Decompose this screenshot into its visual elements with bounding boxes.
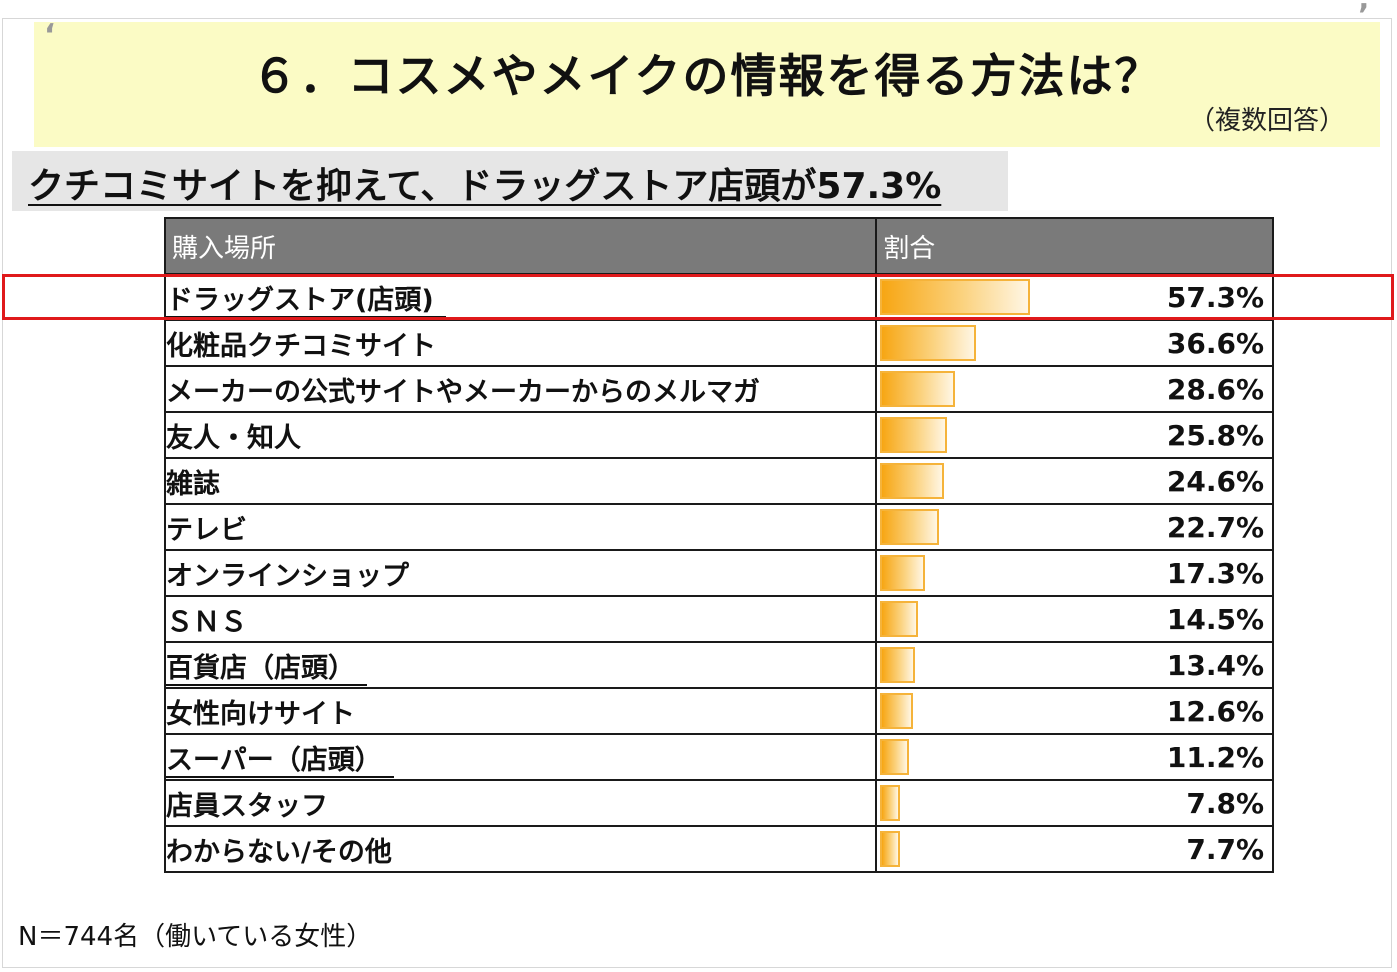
category-label-text: テレビ (166, 514, 247, 546)
table-body: ドラッグストア(店頭) 57.3% 化粧品クチコミサイト 36.6% メーカーの公式サイ… (163, 273, 1274, 873)
category-label-text: ドラッグストア(店頭) (167, 284, 446, 318)
bar (880, 601, 919, 637)
value-label: 24.6% (1166, 464, 1264, 498)
value-cell: 7.8% (875, 779, 1274, 827)
table-row: 店員スタッフ 7.8% (163, 779, 1274, 827)
category-label-text: 雑誌 (166, 468, 220, 500)
value-label: 36.6% (1166, 326, 1264, 360)
value-label: 28.6% (1166, 372, 1264, 406)
category-label: 化粧品クチコミサイト (163, 319, 878, 367)
value-cell: 57.3% (875, 273, 1274, 321)
value-label: 14.5% (1166, 602, 1264, 636)
value-cell: 25.8% (875, 411, 1274, 459)
value-label: 17.3% (1166, 556, 1264, 590)
category-label: ＳＮＳ (163, 595, 878, 643)
value-label: 7.8% (1186, 786, 1264, 820)
value-label: 25.8% (1166, 418, 1264, 452)
table-row: ＳＮＳ 14.5% (163, 595, 1274, 643)
table-row: 友人・知人 25.8% (163, 411, 1274, 459)
slide-frame (2, 18, 1392, 968)
table-row: テレビ 22.7% (163, 503, 1274, 551)
category-label: 雑誌 (163, 457, 878, 505)
table-header-row: 購入場所 割合 (163, 217, 1274, 275)
category-label-text: ＳＮＳ (166, 606, 247, 638)
table-row: オンラインショップ 17.3% (163, 549, 1274, 597)
table-row: 百貨店（店頭） 13.4% (163, 641, 1274, 689)
value-cell: 24.6% (875, 457, 1274, 505)
category-label: オンラインショップ (163, 549, 878, 597)
bar (880, 463, 945, 499)
bar (880, 831, 901, 867)
value-cell: 13.4% (875, 641, 1274, 689)
highlight-box (2, 274, 1394, 320)
value-label: 22.7% (1166, 510, 1264, 544)
column-header-ratio: 割合 (875, 217, 1274, 275)
value-cell: 28.6% (875, 365, 1274, 413)
category-label-text: わからない/その他 (166, 836, 392, 868)
category-label-text: 女性向けサイト (166, 698, 355, 730)
value-cell: 36.6% (875, 319, 1274, 367)
value-label: 57.3% (1166, 280, 1264, 314)
category-label: わからない/その他 (163, 825, 878, 873)
summary-headline: クチコミサイトを抑えて、ドラッグストア店頭が57.3% (28, 166, 942, 207)
category-label-text: オンラインショップ (166, 560, 409, 592)
table-row: わからない/その他 7.7% (163, 825, 1274, 873)
table-row: 女性向けサイト 12.6% (163, 687, 1274, 735)
bar (880, 693, 914, 729)
bar (880, 279, 1031, 315)
category-label-text: メーカーの公式サイトやメーカーからのメルマガ (166, 376, 760, 408)
category-label-text: 百貨店（店頭） (167, 652, 367, 686)
sample-size-note: N＝744名（働いている女性） (18, 922, 373, 952)
bar (880, 647, 916, 683)
bar (880, 325, 977, 361)
bar (880, 785, 901, 821)
category-label: メーカーの公式サイトやメーカーからのメルマガ (163, 365, 878, 413)
table-row: ドラッグストア(店頭) 57.3% (163, 273, 1274, 321)
table-row: メーカーの公式サイトやメーカーからのメルマガ 28.6% (163, 365, 1274, 413)
column-header-place: 購入場所 (163, 217, 878, 275)
value-cell: 11.2% (875, 733, 1274, 781)
table-row: 化粧品クチコミサイト 36.6% (163, 319, 1274, 367)
table-row: 雑誌 24.6% (163, 457, 1274, 505)
category-label: 女性向けサイト (163, 687, 878, 735)
value-cell: 17.3% (875, 549, 1274, 597)
bar (880, 371, 956, 407)
value-label: 12.6% (1166, 694, 1264, 728)
value-label: 7.7% (1186, 832, 1264, 866)
category-label: 店員スタッフ (163, 779, 878, 827)
category-label: スーパー（店頭） (163, 733, 878, 781)
category-label: ドラッグストア(店頭) (163, 273, 878, 321)
category-label-text: 化粧品クチコミサイト (166, 330, 436, 362)
bar (880, 509, 940, 545)
category-label: テレビ (163, 503, 878, 551)
category-label-text: 店員スタッフ (166, 790, 328, 822)
page-title: ６．コスメやメイクの情報を得る方法は？ (251, 49, 1163, 103)
category-label-text: 友人・知人 (166, 422, 301, 454)
category-label-text: スーパー（店頭） (167, 744, 394, 778)
value-cell: 7.7% (875, 825, 1274, 873)
bar (880, 555, 926, 591)
multiple-answer-note: （複数回答） (1188, 106, 1345, 136)
value-label: 13.4% (1166, 648, 1264, 682)
bar (880, 417, 948, 453)
bar (880, 739, 910, 775)
summary-band (12, 151, 1008, 211)
quote-mark-left: ‘ (44, 18, 56, 53)
table-row: スーパー（店頭） 11.2% (163, 733, 1274, 781)
title-band (34, 22, 1380, 147)
results-table: 購入場所 割合 ドラッグストア(店頭) 57.3% 化粧品クチコミサイト 36.6% メ… (163, 217, 1274, 873)
value-cell: 12.6% (875, 687, 1274, 735)
category-label: 友人・知人 (163, 411, 878, 459)
category-label: 百貨店（店頭） (163, 641, 878, 689)
quote-mark-right: ’ (1358, 0, 1370, 33)
value-label: 11.2% (1166, 740, 1264, 774)
value-cell: 14.5% (875, 595, 1274, 643)
value-cell: 22.7% (875, 503, 1274, 551)
